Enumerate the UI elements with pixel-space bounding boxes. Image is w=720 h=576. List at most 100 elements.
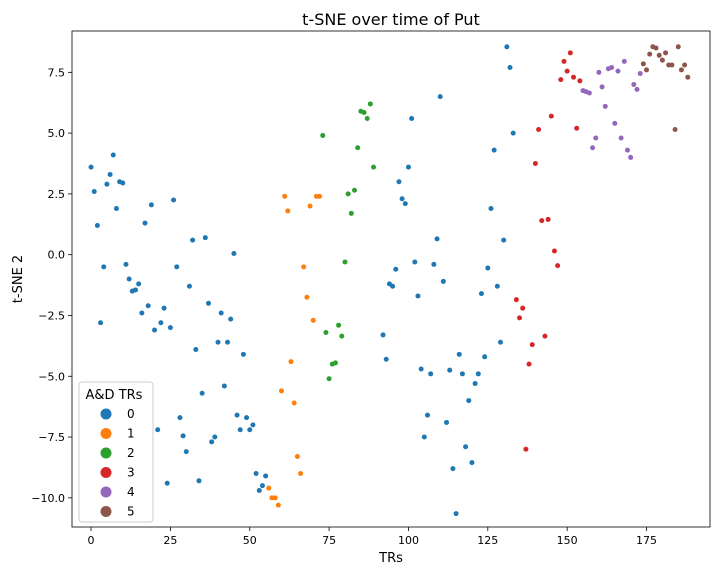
series-2 (320, 101, 377, 382)
series-0 (88, 44, 516, 517)
data-point (148, 202, 154, 208)
data-point (513, 297, 519, 303)
y-tick-label: −7.5 (38, 431, 65, 444)
data-point (656, 52, 662, 58)
data-point (421, 434, 427, 440)
data-point (399, 196, 405, 202)
series-3 (513, 50, 583, 452)
data-point (536, 126, 542, 132)
data-point (510, 130, 516, 136)
data-point (494, 283, 500, 289)
data-point (91, 188, 97, 194)
data-point (171, 197, 177, 203)
data-point (205, 300, 211, 306)
data-point (218, 310, 224, 316)
legend-label: 1 (127, 427, 135, 441)
data-point (675, 44, 681, 50)
data-point (278, 388, 284, 394)
data-point (310, 317, 316, 323)
series-4 (580, 58, 643, 160)
y-axis-label: t-SNE 2 (11, 255, 26, 303)
data-point (488, 205, 494, 211)
data-point (250, 422, 256, 428)
y-tick-label: −10.0 (31, 492, 65, 505)
data-point (628, 154, 634, 160)
data-point (551, 248, 557, 254)
data-point (263, 473, 269, 479)
data-point (640, 61, 646, 67)
data-point (301, 264, 307, 270)
data-point (202, 235, 208, 241)
data-point (409, 116, 415, 122)
x-tick-label: 25 (163, 534, 177, 547)
x-tick-label: 175 (636, 534, 657, 547)
data-point (110, 152, 116, 158)
legend-marker (100, 428, 112, 439)
data-point (574, 125, 580, 131)
data-point (517, 315, 523, 321)
data-point (240, 351, 246, 357)
data-point (593, 135, 599, 141)
data-point (542, 333, 548, 339)
data-point (669, 62, 675, 68)
data-point (672, 126, 678, 132)
data-point (428, 371, 434, 377)
data-point (555, 263, 561, 269)
data-point (612, 120, 618, 126)
data-point (545, 216, 551, 222)
y-tick-label: 2.5 (48, 188, 66, 201)
plot-area (88, 44, 691, 517)
data-point (120, 180, 126, 186)
data-point (602, 103, 608, 109)
data-point (463, 444, 469, 450)
data-point (367, 101, 373, 107)
data-point (294, 453, 300, 459)
data-point (459, 371, 465, 377)
y-tick-label: −2.5 (38, 309, 65, 322)
data-point (621, 58, 627, 64)
data-point (139, 310, 145, 316)
data-point (142, 220, 148, 226)
data-point (164, 480, 170, 486)
data-point (158, 320, 164, 326)
x-axis-ticks: 0 25 50 75 100 125 150 175 (88, 527, 657, 547)
legend-box (78, 381, 154, 523)
x-tick-label: 50 (243, 534, 257, 547)
data-point (339, 333, 345, 339)
data-point (371, 164, 377, 170)
data-point (418, 366, 424, 372)
data-point (174, 264, 180, 270)
data-point (498, 339, 504, 345)
legend: A&D TRs 0 1 2 3 4 5 (78, 381, 154, 523)
legend-entry: 1 (100, 427, 135, 441)
data-point (472, 381, 478, 387)
axes-frame (71, 30, 711, 528)
data-point (637, 71, 643, 77)
data-point (529, 342, 535, 348)
data-point (126, 276, 132, 282)
data-point (332, 360, 338, 366)
data-point (618, 135, 624, 141)
data-point (615, 68, 621, 74)
data-point (434, 236, 440, 242)
data-point (682, 62, 688, 68)
data-point (564, 68, 570, 74)
data-point (221, 383, 227, 389)
data-point (288, 359, 294, 365)
data-point (167, 325, 173, 331)
data-point (326, 376, 332, 382)
data-point (390, 283, 396, 289)
data-point (412, 259, 418, 265)
legend-entry: 2 (100, 446, 135, 460)
legend-title: A&D TRs (86, 388, 143, 403)
data-point (577, 78, 583, 84)
data-point (228, 316, 234, 322)
data-point (161, 305, 167, 311)
data-point (88, 164, 94, 170)
data-point (355, 145, 361, 151)
data-point (475, 371, 481, 377)
y-tick-label: −5.0 (38, 370, 65, 383)
data-point (653, 45, 659, 51)
data-point (259, 483, 265, 489)
data-point (685, 74, 691, 80)
